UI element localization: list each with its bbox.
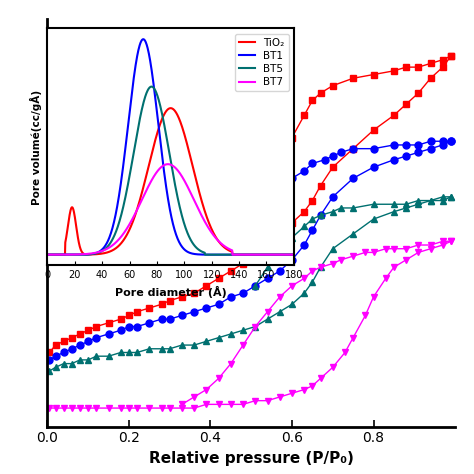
Legend: TiO₂, BT1, BT5, BT7: TiO₂, BT1, BT5, BT7 [235,34,289,91]
Y-axis label: Pore volumé(cc/gÅ): Pore volumé(cc/gÅ) [30,90,42,204]
X-axis label: Relative pressure (P/P₀): Relative pressure (P/P₀) [149,451,354,466]
X-axis label: Pore diameter (Å): Pore diameter (Å) [115,286,227,298]
